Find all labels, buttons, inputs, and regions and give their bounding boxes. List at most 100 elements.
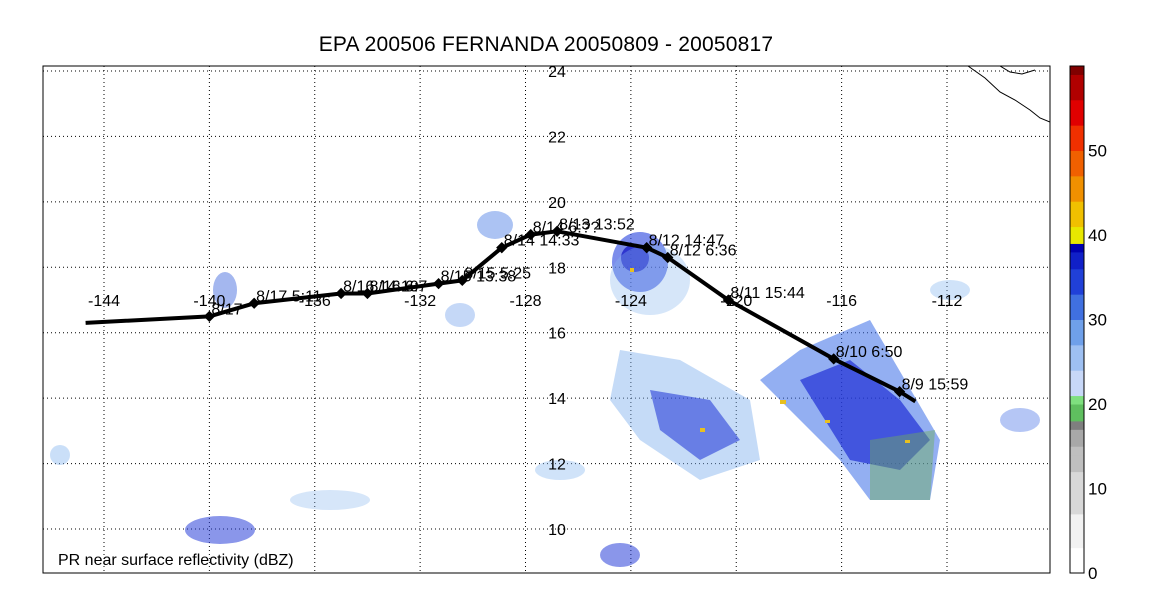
- colorbar-segment: [1070, 243, 1084, 253]
- track-label: 8/16 6:7: [369, 278, 427, 295]
- reflectivity-cell: [185, 516, 255, 544]
- reflectivity-edge: [610, 245, 690, 315]
- colorbar-tick-label: 20: [1088, 395, 1107, 414]
- colorbar-segment: [1070, 336, 1084, 346]
- track-marker: [525, 228, 537, 241]
- colorbar-tick-label: 0: [1088, 564, 1097, 583]
- colorbar-segment: [1070, 327, 1084, 337]
- lat-label: 10: [548, 522, 566, 539]
- track-marker: [432, 277, 445, 290]
- colorbar-segment: [1070, 218, 1084, 228]
- field-label: PR near surface reflectivity (dBZ): [58, 552, 294, 569]
- track-label: 8/15 13:38: [441, 269, 517, 286]
- colorbar-segment: [1070, 513, 1084, 523]
- track-marker: [496, 242, 508, 254]
- colorbar-segment: [1070, 319, 1084, 329]
- reflectivity-cell: [535, 460, 585, 480]
- storm-track: [85, 225, 917, 404]
- colorbar-segment: [1070, 556, 1084, 566]
- reflectivity-high: [630, 268, 634, 272]
- track-label: 8/14 14:33: [504, 233, 580, 250]
- colorbar-segment: [1070, 66, 1084, 75]
- track-marker: [828, 353, 840, 365]
- colorbar-segment: [1070, 108, 1084, 118]
- track-label: 8/17 5:11: [256, 288, 322, 305]
- track-marker: [203, 310, 216, 323]
- lat-label: 16: [548, 326, 566, 343]
- reflectivity-high: [780, 400, 786, 404]
- track-marker: [893, 385, 906, 398]
- colorbar-segment: [1070, 294, 1084, 304]
- coastline: [999, 66, 1036, 75]
- colorbar-segment: [1070, 82, 1084, 92]
- colorbar-segment: [1070, 454, 1084, 464]
- colorbar-segment: [1070, 268, 1084, 278]
- colorbar-segment: [1070, 344, 1084, 354]
- colorbar-segment: [1070, 353, 1084, 363]
- colorbar-segment: [1070, 446, 1084, 456]
- colorbar-segment: [1070, 530, 1084, 540]
- colorbar-segment: [1070, 150, 1084, 160]
- colorbar-segment: [1070, 209, 1084, 219]
- colorbar-frame: [1069, 65, 1085, 574]
- lon-label: -128: [509, 293, 541, 310]
- reflectivity-high: [905, 440, 910, 443]
- colorbar-tick-label: 50: [1088, 142, 1107, 161]
- reflectivity-cell: [600, 543, 640, 567]
- track-marker: [335, 287, 347, 300]
- lat-label: 22: [548, 129, 566, 146]
- lon-label: -120: [720, 293, 752, 310]
- reflectivity-swath: [650, 390, 740, 460]
- reflectivity-high: [700, 428, 705, 432]
- track-label: 8/13 13:52: [559, 216, 635, 233]
- track-line: [85, 229, 917, 404]
- lat-label: 14: [548, 391, 566, 408]
- colorbar-segment: [1070, 99, 1084, 109]
- track-label: 8/17: [211, 301, 242, 318]
- lon-label: -144: [88, 293, 120, 310]
- lon-label: -124: [615, 293, 647, 310]
- reflectivity-cell: [445, 303, 475, 327]
- track-marker: [248, 297, 260, 309]
- lon-label: -112: [932, 293, 963, 310]
- colorbar-segment: [1070, 302, 1084, 312]
- colorbar-segment: [1070, 133, 1084, 143]
- track-marker: [641, 242, 653, 254]
- reflectivity-high: [825, 420, 830, 423]
- reflectivity-core: [621, 244, 649, 272]
- track-marker: [662, 251, 674, 264]
- reflectivity-swath: [800, 360, 930, 470]
- colorbar-segment: [1070, 285, 1084, 295]
- colorbar-segment: [1070, 91, 1084, 101]
- colorbar-segment: [1070, 395, 1084, 405]
- track-label: 8/12 6:36: [670, 242, 737, 259]
- lon-label: -140: [193, 293, 225, 310]
- colorbar-segment: [1070, 277, 1084, 287]
- colorbar-segment: [1070, 404, 1084, 413]
- track-label: 8/10 6:50: [836, 344, 903, 361]
- colorbar-segment: [1070, 116, 1084, 126]
- colorbar-tick-label: 30: [1088, 311, 1107, 330]
- reflectivity-cell: [930, 280, 970, 300]
- track-label: 8/11 15:44: [730, 285, 805, 302]
- track-label: 8/12 14:47: [649, 233, 725, 250]
- colorbar-segment: [1070, 184, 1084, 194]
- grid-labels: -144 -140 -136 -132 -128 -124 -120 -116 …: [88, 66, 963, 539]
- colorbar-segment: [1070, 505, 1084, 515]
- colorbar-segment: [1070, 429, 1084, 439]
- lat-label: 20: [548, 195, 566, 212]
- colorbar-segment: [1070, 158, 1084, 168]
- colorbar-segment: [1070, 370, 1084, 380]
- colorbar-segment: [1070, 311, 1084, 320]
- reflectivity-swaths: [50, 211, 1040, 567]
- colorbar-segment: [1070, 412, 1084, 422]
- track-labels: 8/9 15:59 8/10 6:50 8/11 15:44 8/12 6:36…: [211, 216, 968, 393]
- colorbar-segment: [1070, 192, 1084, 202]
- colorbar-segment: [1070, 496, 1084, 506]
- colorbar-segment: [1070, 167, 1084, 177]
- colorbar-segment: [1070, 480, 1084, 489]
- track-label: 8/16 14:19: [343, 278, 419, 295]
- chart-title: EPA 200506 FERNANDA 20050809 - 20050817: [318, 33, 774, 56]
- colorbar-segment: [1070, 387, 1084, 397]
